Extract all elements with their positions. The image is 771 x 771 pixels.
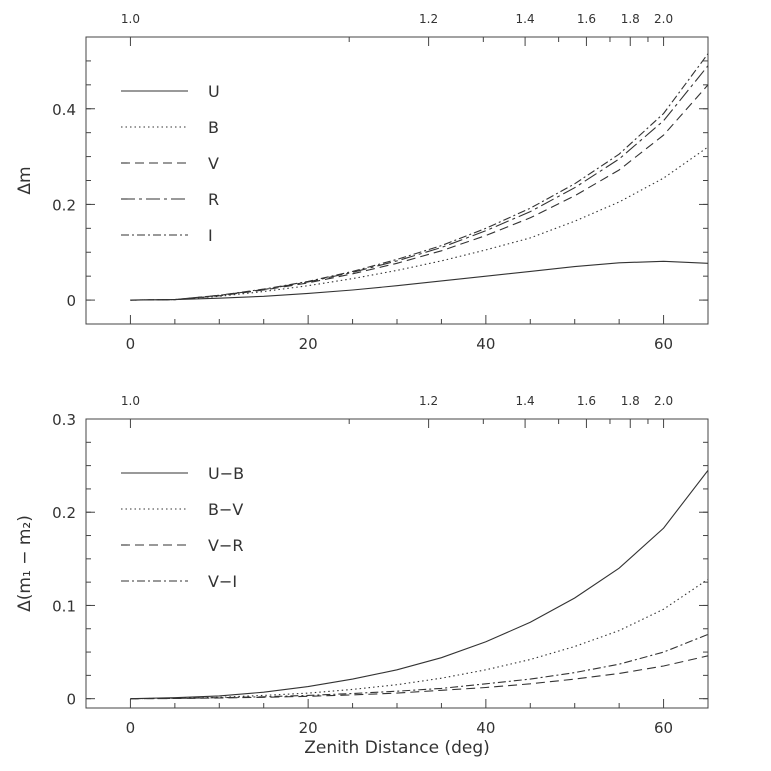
lower-panel-color-difference: 0 20 40 60 0 0.1 0.2 0.3 1.0 1.2 1.4 1.6 1.8 2.0 Δ(m₁ … (15, 394, 709, 758)
series-line-I (130, 53, 708, 301)
y-tick-label: 0.1 (52, 597, 76, 615)
series-line-U (130, 260, 708, 301)
plot-frame (85, 36, 709, 325)
top-airmass-label: 1.6 (577, 12, 596, 26)
top-airmass-label: 1.4 (516, 12, 535, 26)
top-airmass-label: 2.0 (654, 12, 673, 26)
top-airmass-label: 1.0 (121, 394, 140, 408)
top-airmass-label: 1.4 (516, 394, 535, 408)
y-tick-label: 0.3 (52, 411, 76, 429)
series-line-R (130, 65, 708, 301)
legend-label-B−V: B−V (208, 500, 243, 519)
y-tick-label: 0 (66, 691, 76, 709)
top-airmass-label: 1.2 (419, 394, 438, 408)
legend-label-U−B: U−B (208, 464, 244, 483)
legend-label-R: R (208, 190, 219, 209)
top-airmass-label: 1.6 (577, 394, 596, 408)
y-tick-label: 0.2 (52, 504, 76, 522)
y-axis-title: Δ(m₁ − m₂) (15, 515, 35, 612)
legend-label-V−I: V−I (208, 572, 237, 591)
legend-label-V−R: V−R (208, 536, 243, 555)
x-tick-label: 40 (476, 335, 495, 353)
legend-label-B: B (208, 118, 219, 137)
top-airmass-label: 2.0 (654, 394, 673, 408)
y-tick-label: 0 (66, 292, 76, 310)
x-tick-label: 20 (299, 335, 318, 353)
series-line-B−V (130, 578, 708, 700)
top-airmass-label: 1.2 (419, 12, 438, 26)
x-tick-label: 0 (126, 335, 136, 353)
legend-label-V: V (208, 154, 219, 173)
legend-label-U: U (208, 82, 220, 101)
series-line-V−I (130, 633, 708, 700)
y-tick-label: 0.2 (52, 196, 76, 214)
series-line-V−R (130, 655, 708, 700)
y-axis-title: Δm (15, 166, 35, 194)
x-tick-label: 40 (476, 719, 495, 737)
y-tick-label: 0.4 (52, 101, 76, 119)
x-tick-label: 20 (299, 719, 318, 737)
top-airmass-label: 1.8 (621, 394, 640, 408)
top-airmass-label: 1.0 (121, 12, 140, 26)
x-axis-title: Zenith Distance (deg) (304, 738, 490, 758)
x-tick-label: 60 (654, 719, 673, 737)
series-line-U−B (130, 469, 708, 700)
x-tick-label: 60 (654, 335, 673, 353)
x-tick-label: 0 (126, 719, 136, 737)
top-airmass-label: 1.8 (621, 12, 640, 26)
legend-label-I: I (208, 226, 213, 245)
